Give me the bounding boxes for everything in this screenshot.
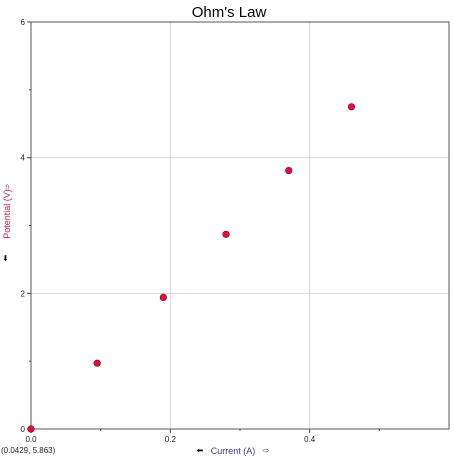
cursor-coordinate-readout: (0.0429, 5.863) (1, 446, 56, 455)
data-points (27, 103, 356, 433)
data-point[interactable] (159, 293, 167, 302)
y-tick-label: 0 (21, 425, 26, 434)
x-tick-label: 0.4 (304, 435, 316, 444)
data-point[interactable] (27, 425, 35, 433)
plot-area[interactable] (30, 21, 450, 430)
x-tick-label: 0.2 (165, 435, 177, 444)
x-tick-label: 0.0 (25, 435, 37, 444)
y-axis-down-arrow-icon[interactable]: ⬅ (1, 254, 10, 261)
x-axis-label: Current (A) (211, 446, 256, 456)
data-point[interactable] (93, 359, 101, 367)
x-axis-right-arrow-icon[interactable]: ⇨ (263, 446, 270, 455)
data-point[interactable] (347, 103, 356, 111)
y-tick-label: 2 (21, 289, 26, 298)
y-tick-label: 6 (21, 18, 26, 27)
data-point[interactable] (222, 230, 230, 238)
data-point[interactable] (285, 166, 293, 175)
grid (31, 22, 449, 429)
y-axis-label-group[interactable]: Potential (V) ⇨ ⬅ (1, 183, 12, 261)
x-axis-label-group[interactable]: ⬅ Current (A) ⇨ (197, 446, 270, 456)
axis-ticks: 0 2 4 6 0.0 0.2 0.4 (21, 18, 380, 444)
chart-title: Ohm's Law (192, 4, 267, 21)
y-tick-label: 4 (21, 154, 26, 163)
y-axis-label: Potential (V) (2, 189, 12, 239)
x-axis-left-arrow-icon[interactable]: ⬅ (197, 446, 204, 455)
y-axis-up-arrow-icon[interactable]: ⇨ (3, 183, 12, 190)
